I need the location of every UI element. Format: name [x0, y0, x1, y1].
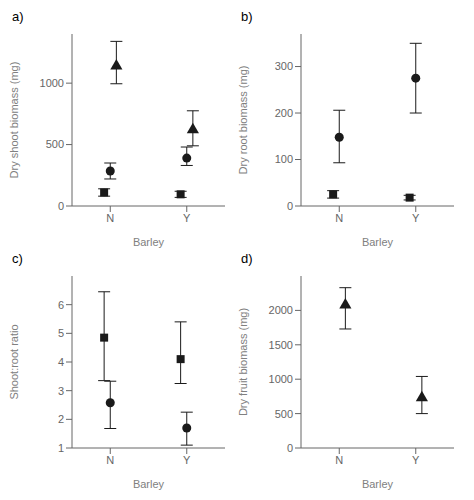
html-text:d): d)	[241, 251, 253, 266]
svg-text:2000: 2000	[269, 304, 293, 316]
svg-text:300: 300	[275, 60, 293, 72]
svg-text:6: 6	[58, 299, 64, 311]
svg-text:Y: Y	[412, 454, 420, 466]
svg-text:Dry root biomass (mg): Dry root biomass (mg)	[237, 66, 249, 175]
svg-text:2: 2	[58, 413, 64, 425]
svg-text:1000: 1000	[40, 77, 64, 89]
svg-text:Barley: Barley	[362, 236, 394, 248]
svg-text:1500: 1500	[269, 339, 293, 351]
svg-text:N: N	[106, 454, 114, 466]
svg-text:Barley: Barley	[133, 478, 165, 490]
svg-text:Dry fruit biomass (mg): Dry fruit biomass (mg)	[237, 308, 249, 416]
svg-text:1000: 1000	[269, 373, 293, 385]
html-text:b): b)	[241, 9, 253, 24]
svg-text:0: 0	[287, 442, 293, 454]
svg-text:100: 100	[275, 153, 293, 165]
svg-text:Y: Y	[183, 454, 191, 466]
svg-text:N: N	[106, 212, 114, 224]
svg-text:1: 1	[58, 442, 64, 454]
html-text:c): c)	[12, 251, 23, 266]
svg-text:Dry shoot biomass (mg): Dry shoot biomass (mg)	[8, 62, 20, 179]
svg-text:200: 200	[275, 107, 293, 119]
svg-text:Y: Y	[183, 212, 191, 224]
svg-text:Y: Y	[412, 212, 420, 224]
svg-text:3: 3	[58, 385, 64, 397]
svg-text:Barley: Barley	[133, 236, 165, 248]
svg-text:0: 0	[58, 200, 64, 212]
svg-text:0: 0	[287, 200, 293, 212]
html-text:a): a)	[12, 9, 24, 24]
svg-text:4: 4	[58, 356, 64, 368]
svg-text:Barley: Barley	[362, 478, 394, 490]
svg-text:N: N	[335, 454, 343, 466]
svg-text:5: 5	[58, 327, 64, 339]
svg-text:Shoot:root ratio: Shoot:root ratio	[8, 324, 20, 399]
svg-text:500: 500	[275, 408, 293, 420]
svg-text:500: 500	[46, 138, 64, 150]
svg-text:N: N	[335, 212, 343, 224]
